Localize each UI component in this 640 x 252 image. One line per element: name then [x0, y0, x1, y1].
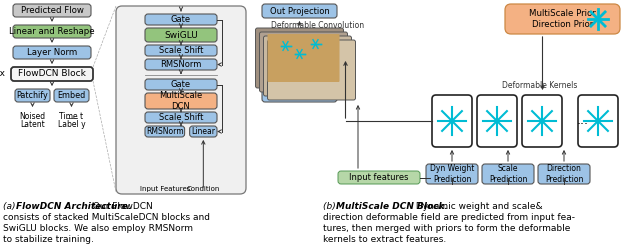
FancyBboxPatch shape: [482, 164, 534, 184]
FancyBboxPatch shape: [145, 112, 217, 123]
FancyBboxPatch shape: [426, 164, 478, 184]
Text: Out Projection: Out Projection: [269, 7, 330, 16]
Text: Scale Shift: Scale Shift: [159, 113, 203, 122]
FancyBboxPatch shape: [477, 95, 517, 147]
FancyBboxPatch shape: [259, 32, 348, 92]
FancyBboxPatch shape: [116, 6, 246, 194]
Text: MultiScale Prior
Direction Prior: MultiScale Prior Direction Prior: [529, 9, 596, 29]
Text: Latent: Latent: [20, 120, 45, 129]
Text: Gate: Gate: [171, 15, 191, 24]
FancyBboxPatch shape: [13, 25, 91, 38]
FancyBboxPatch shape: [522, 95, 562, 147]
FancyBboxPatch shape: [578, 95, 618, 147]
Text: Value Projection: Value Projection: [266, 90, 333, 100]
Text: FlowDCN Block: FlowDCN Block: [18, 70, 86, 79]
Text: Gate: Gate: [171, 80, 191, 89]
Text: Deformable Convolution: Deformable Convolution: [271, 21, 364, 30]
Text: RMSNorm: RMSNorm: [146, 127, 184, 136]
Text: ...: ...: [577, 114, 589, 128]
Text: kernels to extract features.: kernels to extract features.: [323, 235, 446, 244]
Text: SwiGLU blocks. We also employ RMSNorm: SwiGLU blocks. We also employ RMSNorm: [3, 224, 193, 233]
Text: (a): (a): [3, 202, 19, 211]
FancyBboxPatch shape: [145, 79, 217, 90]
Text: Deformable Kernels: Deformable Kernels: [502, 81, 578, 90]
FancyBboxPatch shape: [145, 14, 217, 25]
Text: SwiGLU: SwiGLU: [164, 30, 198, 40]
Text: direction deformable field are predicted from input fea-: direction deformable field are predicted…: [323, 213, 575, 222]
Text: Condition: Condition: [187, 186, 220, 192]
FancyBboxPatch shape: [15, 89, 50, 102]
Text: consists of stacked MultiScaleDCN blocks and: consists of stacked MultiScaleDCN blocks…: [3, 213, 210, 222]
FancyBboxPatch shape: [145, 93, 217, 109]
Text: (b): (b): [323, 202, 339, 211]
Text: MultiScale
DCN: MultiScale DCN: [159, 91, 203, 111]
FancyBboxPatch shape: [505, 4, 620, 34]
Text: Predicted Flow: Predicted Flow: [20, 6, 83, 15]
Text: Our FlowDCN: Our FlowDCN: [90, 202, 153, 211]
Text: FlowDCN Architecture.: FlowDCN Architecture.: [16, 202, 131, 211]
Text: Input features: Input features: [349, 173, 409, 182]
FancyBboxPatch shape: [145, 59, 217, 70]
Text: Direction
Prediction: Direction Prediction: [545, 164, 583, 184]
Text: Scale
Prediction: Scale Prediction: [489, 164, 527, 184]
Text: Embed: Embed: [58, 91, 86, 100]
FancyBboxPatch shape: [11, 67, 93, 81]
Text: Noised: Noised: [19, 112, 45, 121]
FancyBboxPatch shape: [54, 89, 89, 102]
FancyBboxPatch shape: [13, 46, 91, 59]
FancyBboxPatch shape: [338, 171, 420, 184]
FancyBboxPatch shape: [189, 126, 217, 137]
Text: Dyn Weight
Prediction: Dyn Weight Prediction: [430, 164, 474, 184]
Text: tures, then merged with priors to form the deformable: tures, then merged with priors to form t…: [323, 224, 570, 233]
FancyBboxPatch shape: [268, 40, 355, 100]
Text: Label y: Label y: [58, 120, 85, 129]
FancyBboxPatch shape: [145, 126, 184, 137]
Text: N x: N x: [0, 70, 5, 79]
Text: MultiScale DCN Block.: MultiScale DCN Block.: [336, 202, 448, 211]
Text: RMSNorm: RMSNorm: [160, 60, 202, 69]
Text: Time t: Time t: [60, 112, 84, 121]
FancyBboxPatch shape: [432, 95, 472, 147]
FancyBboxPatch shape: [145, 45, 217, 56]
FancyBboxPatch shape: [262, 4, 337, 18]
Text: Layer Norm: Layer Norm: [27, 48, 77, 57]
FancyBboxPatch shape: [13, 4, 91, 17]
Text: Input Features: Input Features: [140, 186, 190, 192]
FancyBboxPatch shape: [255, 28, 344, 88]
FancyBboxPatch shape: [538, 164, 590, 184]
Text: Linear: Linear: [191, 127, 215, 136]
FancyBboxPatch shape: [262, 88, 337, 102]
Text: Patchify: Patchify: [17, 91, 49, 100]
Text: to stabilize training.: to stabilize training.: [3, 235, 94, 244]
Text: Scale Shift: Scale Shift: [159, 46, 203, 55]
FancyBboxPatch shape: [268, 34, 339, 82]
FancyBboxPatch shape: [264, 36, 351, 96]
FancyBboxPatch shape: [145, 28, 217, 42]
Text: Linear and Reshape: Linear and Reshape: [9, 27, 95, 36]
Text: Dynamic weight and scale&: Dynamic weight and scale&: [413, 202, 543, 211]
